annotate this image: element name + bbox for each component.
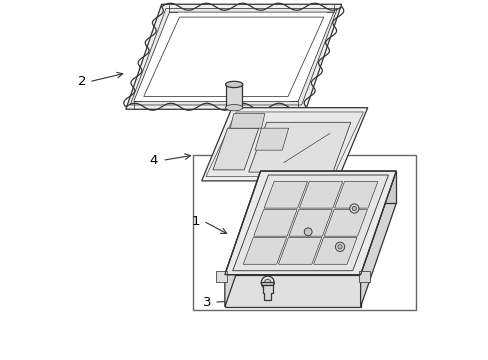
Text: 4: 4 (149, 154, 157, 167)
Polygon shape (288, 210, 331, 236)
Polygon shape (334, 181, 377, 208)
Text: 2: 2 (78, 75, 86, 88)
Polygon shape (278, 238, 321, 264)
Polygon shape (230, 113, 264, 128)
Text: 1: 1 (192, 215, 200, 228)
Polygon shape (226, 85, 242, 108)
Bar (192, 155, 415, 310)
Polygon shape (358, 271, 369, 282)
Polygon shape (248, 122, 350, 172)
Polygon shape (224, 275, 360, 307)
Circle shape (335, 242, 344, 251)
Polygon shape (143, 17, 323, 96)
Polygon shape (261, 283, 274, 285)
Circle shape (304, 228, 311, 236)
Polygon shape (224, 171, 395, 275)
Polygon shape (264, 181, 307, 208)
Polygon shape (213, 128, 258, 170)
Polygon shape (299, 181, 342, 208)
Polygon shape (224, 171, 260, 307)
Circle shape (337, 245, 342, 249)
Polygon shape (232, 175, 387, 271)
Polygon shape (130, 9, 337, 105)
Polygon shape (205, 112, 363, 177)
Polygon shape (243, 238, 286, 264)
Ellipse shape (225, 81, 242, 87)
Circle shape (261, 276, 274, 289)
Circle shape (264, 279, 270, 286)
Polygon shape (313, 238, 356, 264)
Polygon shape (253, 210, 296, 236)
Polygon shape (360, 171, 395, 307)
Polygon shape (262, 285, 272, 300)
Text: 3: 3 (203, 296, 211, 309)
Circle shape (351, 206, 356, 211)
Polygon shape (201, 108, 367, 181)
Polygon shape (260, 171, 395, 203)
Polygon shape (216, 271, 226, 282)
Ellipse shape (225, 104, 242, 111)
Circle shape (349, 204, 358, 213)
Polygon shape (324, 210, 366, 236)
Polygon shape (125, 4, 341, 109)
Polygon shape (134, 12, 333, 102)
Polygon shape (255, 128, 288, 150)
